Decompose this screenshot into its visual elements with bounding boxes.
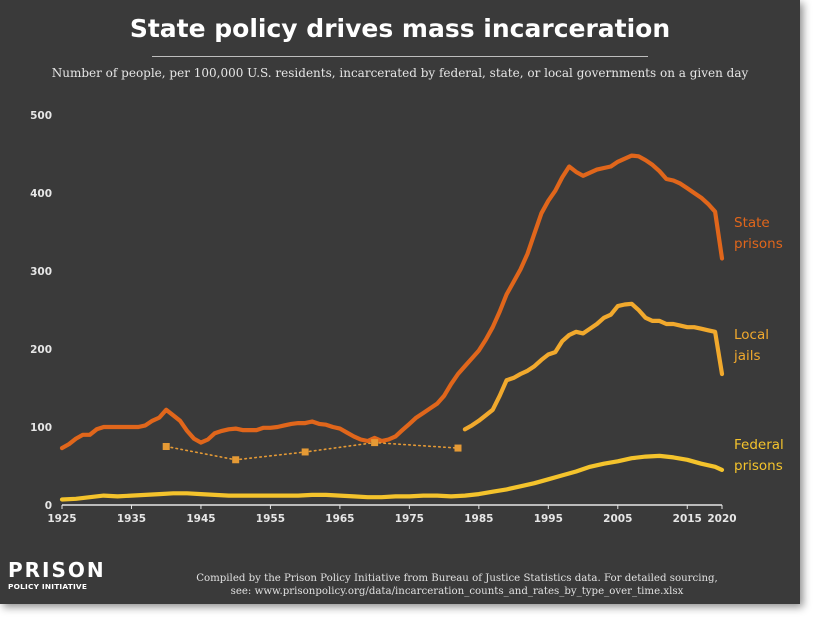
line-chart: 0 100 200 300 400 500 1925 1935 1945 1955 1965 1975… [0, 0, 800, 604]
y-tick-label-0: 0 [45, 500, 52, 512]
series-line-local-jails-earlier-estimates [166, 443, 458, 460]
series-marker-local-jails-earlier-estimates-1982 [455, 445, 462, 452]
series-marker-local-jails-earlier-estimates-1940 [163, 443, 170, 450]
source-line-2: see: www.prisonpolicy.org/data/incarcera… [114, 585, 800, 598]
x-tick-label-2005: 2005 [603, 513, 632, 525]
series-label-local-jails-2: jails [733, 348, 761, 364]
y-tick-label-500: 500 [30, 110, 52, 122]
y-tick-label-300: 300 [30, 266, 52, 278]
y-tick-label-100: 100 [30, 422, 52, 434]
x-tick-label-2015: 2015 [673, 513, 702, 525]
y-tick-label-400: 400 [30, 188, 52, 200]
x-tick-label-1945: 1945 [186, 513, 215, 525]
series-line-local-jails [465, 304, 722, 430]
series-label-local-jails-1: Local [734, 327, 769, 343]
prison-policy-initiative-logo: PRISON POLICY INITIATIVE [8, 560, 106, 591]
x-tick-label-1955: 1955 [256, 513, 285, 525]
series-line-state-prisons [62, 156, 722, 449]
series-marker-local-jails-earlier-estimates-1970 [371, 439, 378, 446]
logo-wordmark: PRISON [8, 560, 106, 580]
series-marker-local-jails-earlier-estimates-1950 [232, 456, 239, 463]
source-line-1: Compiled by the Prison Policy Initiative… [114, 572, 800, 585]
logo-subtitle: POLICY INITIATIVE [8, 582, 106, 591]
series-label-federal-prisons-1: Federal [734, 437, 784, 453]
x-tick-label-1995: 1995 [534, 513, 563, 525]
series-line-federal-prisons [62, 456, 722, 500]
x-tick-label-2020: 2020 [707, 513, 736, 525]
y-tick-label-200: 200 [30, 344, 52, 356]
series-label-state-prisons-2: prisons [734, 236, 783, 252]
x-tick-label-1935: 1935 [117, 513, 146, 525]
x-tick-label-1965: 1965 [325, 513, 354, 525]
chart-panel: State policy drives mass incarceration N… [0, 0, 800, 604]
source-note: Compiled by the Prison Policy Initiative… [114, 572, 800, 598]
x-tick-label-1975: 1975 [395, 513, 424, 525]
series-marker-local-jails-earlier-estimates-1960 [302, 448, 309, 455]
x-tick-label-1925: 1925 [47, 513, 76, 525]
x-tick-label-1985: 1985 [464, 513, 493, 525]
series-label-state-prisons-1: State [734, 215, 770, 231]
series-label-federal-prisons-2: prisons [734, 458, 783, 474]
